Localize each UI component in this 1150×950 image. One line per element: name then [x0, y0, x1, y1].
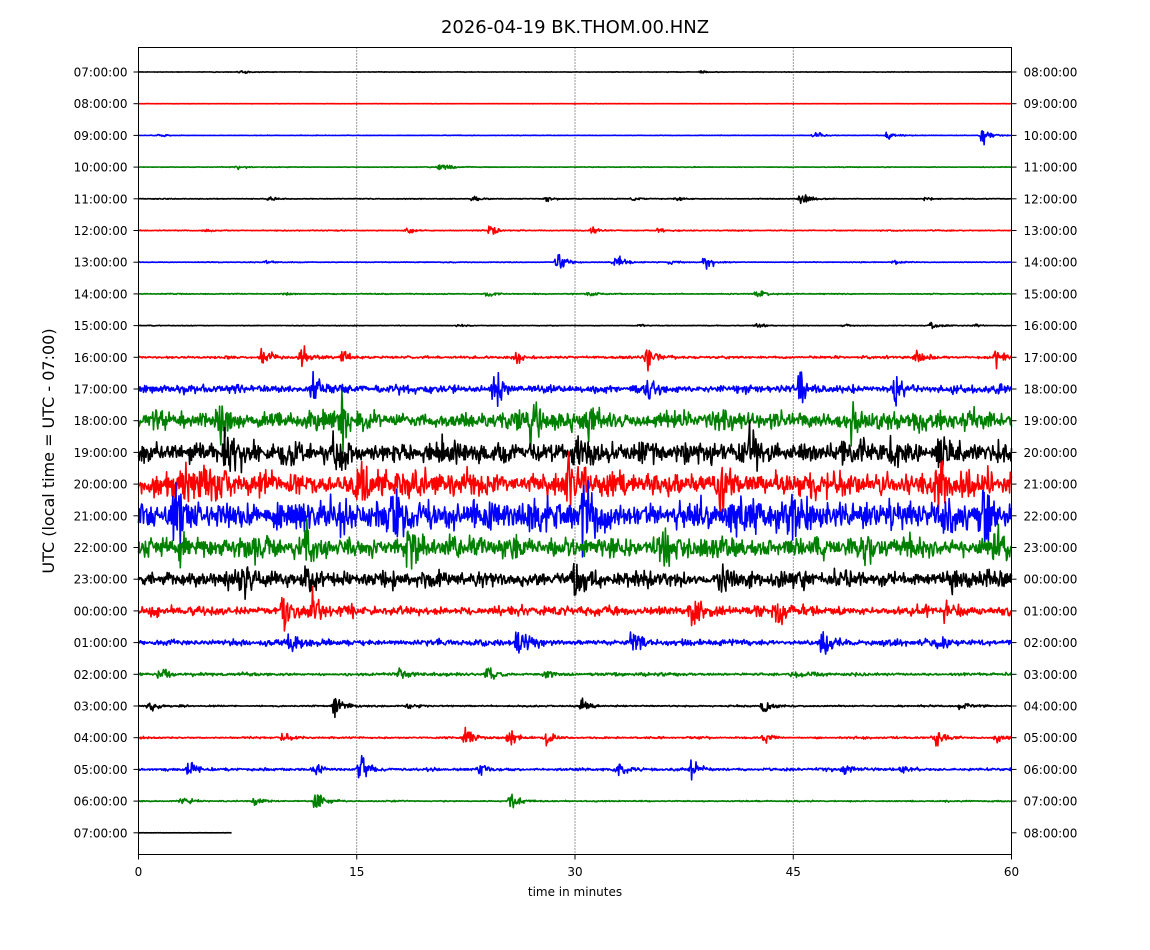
right-time-label: 11:00:00 — [1024, 161, 1078, 175]
left-time-label: 23:00:00 — [74, 573, 128, 587]
trace-row-15 — [137, 518, 1013, 570]
right-time-label: 10:00:00 — [1024, 129, 1078, 143]
trace-row-22 — [137, 754, 1013, 781]
trace-row-16 — [137, 562, 1013, 600]
left-time-label: 01:00:00 — [74, 636, 128, 650]
right-time-label: 15:00:00 — [1024, 287, 1078, 301]
trace-row-18 — [137, 631, 1012, 655]
left-time-label: 12:00:00 — [74, 224, 128, 238]
left-time-label: 18:00:00 — [74, 414, 128, 428]
trace-row-7 — [138, 290, 1012, 298]
left-time-label: 08:00:00 — [74, 97, 128, 111]
x-axis-label: time in minutes — [528, 885, 622, 899]
left-time-label: 07:00:00 — [74, 826, 128, 840]
trace-row-23 — [137, 793, 1012, 809]
right-time-label: 07:00:00 — [1024, 795, 1078, 809]
right-time-label: 23:00:00 — [1024, 541, 1078, 555]
right-time-label: 18:00:00 — [1024, 383, 1078, 397]
trace-row-9 — [138, 345, 1013, 372]
x-tick-label-15: 15 — [349, 865, 364, 879]
right-time-label: 01:00:00 — [1024, 604, 1078, 618]
trace-row-21 — [138, 726, 1013, 747]
left-time-label: 06:00:00 — [74, 795, 128, 809]
trace-row-13 — [137, 451, 1013, 514]
right-time-label: 03:00:00 — [1024, 668, 1078, 682]
right-time-label: 21:00:00 — [1024, 478, 1078, 492]
x-tick-label-30: 30 — [567, 865, 582, 879]
left-time-label: 09:00:00 — [74, 129, 128, 143]
left-time-label: 17:00:00 — [74, 383, 128, 397]
left-time-label: 16:00:00 — [74, 351, 128, 365]
trace-row-0 — [138, 70, 1012, 75]
right-time-label: 08:00:00 — [1024, 66, 1078, 80]
right-time-label: 19:00:00 — [1024, 414, 1078, 428]
left-time-label: 15:00:00 — [74, 319, 128, 333]
left-time-label: 13:00:00 — [74, 256, 128, 270]
x-tick-label-60: 60 — [1004, 865, 1019, 879]
right-time-label: 00:00:00 — [1024, 573, 1078, 587]
left-time-label: 07:00:00 — [74, 66, 128, 80]
trace-row-19 — [137, 667, 1013, 680]
right-time-label: 05:00:00 — [1024, 731, 1078, 745]
left-time-label: 02:00:00 — [74, 668, 128, 682]
x-axis-ticks: 0 15 30 45 60 — [135, 854, 1019, 879]
right-time-label: 22:00:00 — [1024, 509, 1078, 523]
left-time-label: 21:00:00 — [74, 509, 128, 523]
left-time-label: 11:00:00 — [74, 192, 128, 206]
y-axis-label: UTC (local time = UTC - 07:00) — [39, 328, 58, 573]
left-time-label: 00:00:00 — [74, 604, 128, 618]
trace-row-3 — [138, 164, 1012, 171]
right-time-label: 13:00:00 — [1024, 224, 1078, 238]
right-time-label: 08:00:00 — [1024, 826, 1078, 840]
trace-row-6 — [138, 253, 1013, 270]
right-time-label: 06:00:00 — [1024, 763, 1078, 777]
left-time-label: 04:00:00 — [74, 731, 128, 745]
left-time-label: 03:00:00 — [74, 700, 128, 714]
traces — [137, 70, 1013, 834]
left-time-label: 20:00:00 — [74, 478, 128, 492]
right-time-label: 17:00:00 — [1024, 351, 1078, 365]
right-time-label: 02:00:00 — [1024, 636, 1078, 650]
right-time-label: 20:00:00 — [1024, 446, 1078, 460]
right-time-label: 04:00:00 — [1024, 700, 1078, 714]
x-tick-label-0: 0 — [135, 865, 143, 879]
x-tick-label-45: 45 — [786, 865, 801, 879]
left-time-labels: 07:00:00 08:00:00 09:00:00 10:00:00 11:00:00… — [74, 66, 139, 840]
right-time-label: 09:00:00 — [1024, 97, 1078, 111]
left-time-label: 10:00:00 — [74, 161, 128, 175]
right-time-label: 12:00:00 — [1024, 192, 1078, 206]
right-time-label: 16:00:00 — [1024, 319, 1078, 333]
trace-row-10 — [137, 370, 1013, 407]
trace-row-5 — [138, 225, 1012, 235]
right-time-labels: 08:00:00 09:00:00 10:00:00 11:00:00 12:00:00… — [1011, 66, 1078, 840]
left-time-label: 05:00:00 — [74, 763, 128, 777]
trace-row-20 — [138, 697, 1012, 719]
grid-lines — [356, 47, 794, 855]
right-time-label: 14:00:00 — [1024, 256, 1078, 270]
trace-row-4 — [138, 194, 1012, 205]
chart-title: 2026-04-19 BK.THOM.00.HNZ — [441, 17, 709, 38]
trace-row-14 — [137, 480, 1013, 558]
left-time-label: 19:00:00 — [74, 446, 128, 460]
left-time-label: 14:00:00 — [74, 287, 128, 301]
trace-row-11 — [137, 390, 1013, 455]
trace-row-8 — [138, 321, 1012, 330]
trace-row-17 — [137, 585, 1012, 632]
trace-row-12 — [137, 420, 1013, 474]
left-time-label: 22:00:00 — [74, 541, 128, 555]
trace-row-2 — [138, 130, 1012, 146]
